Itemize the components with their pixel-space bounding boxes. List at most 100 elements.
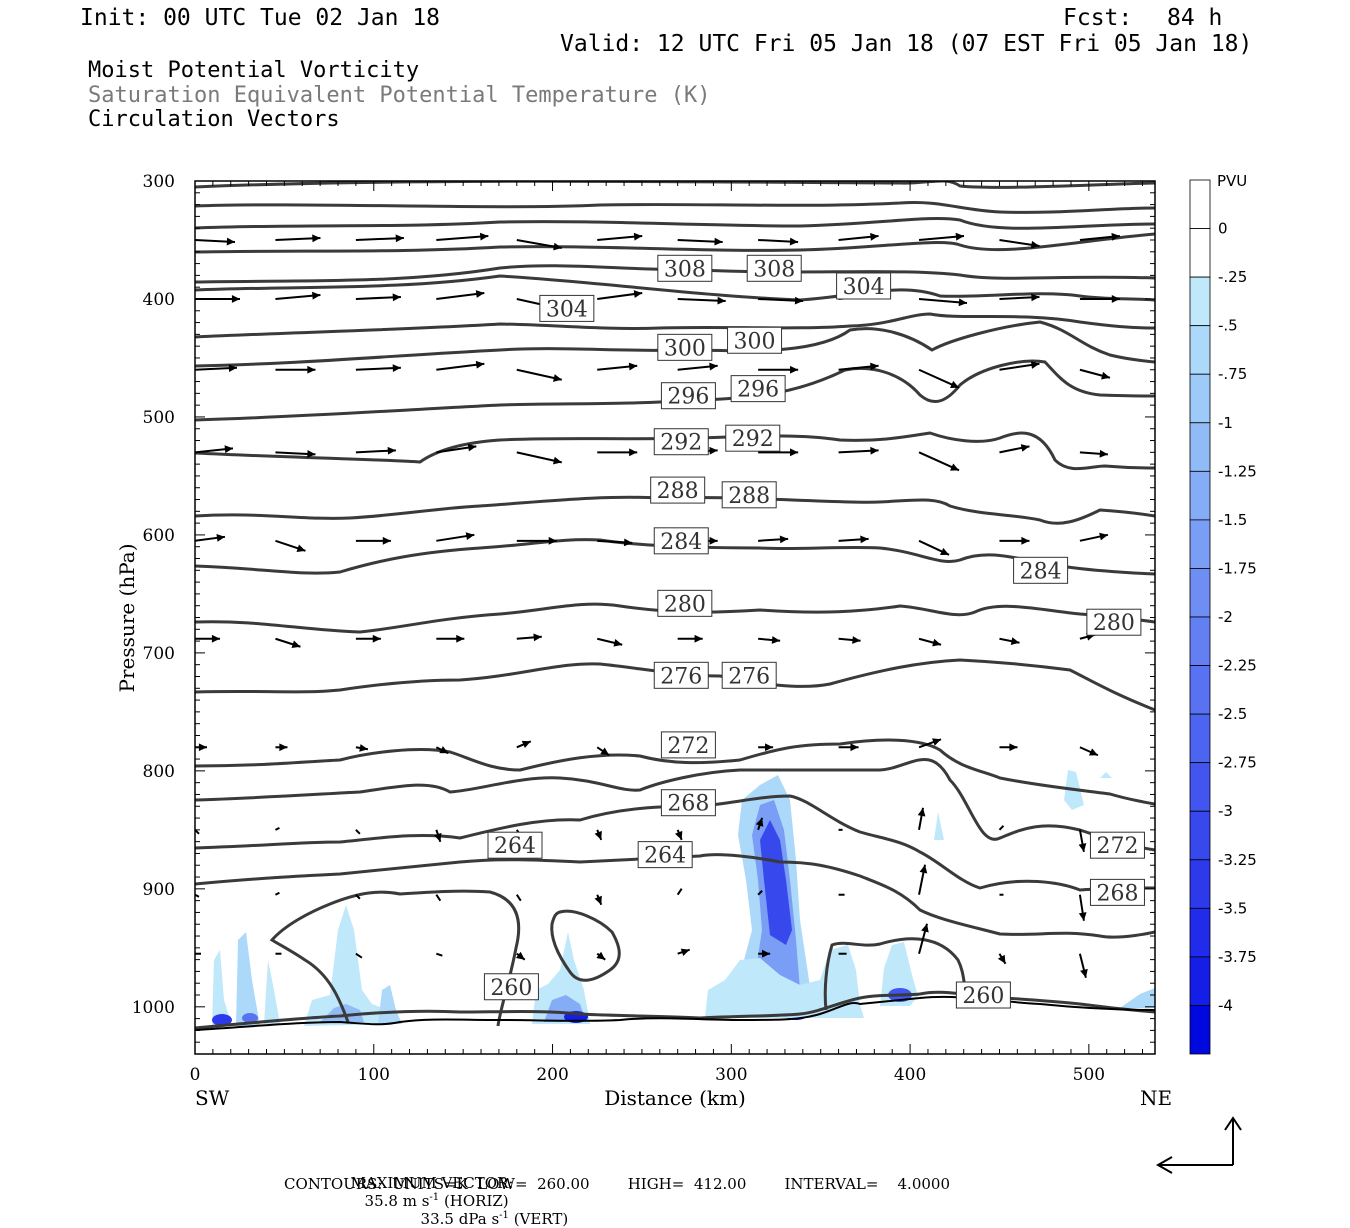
colorbar-swatch bbox=[1189, 228, 1211, 278]
wind-vector bbox=[757, 890, 763, 896]
wind-vector-head bbox=[1078, 912, 1087, 921]
contour-label-box bbox=[1089, 831, 1145, 859]
wind-vector bbox=[435, 894, 442, 902]
colorbar-label: -1.75 bbox=[1218, 559, 1257, 577]
wind-vector-head bbox=[1010, 637, 1020, 645]
axis-labels: 300 400 500 600 700 800 900 1000 0 100 200 300 400 50… bbox=[132, 172, 1105, 1085]
wind-vector-head bbox=[779, 535, 789, 544]
wind-vector-head bbox=[521, 740, 531, 749]
wind-vector-head bbox=[919, 864, 928, 874]
colorbar-label: -1.25 bbox=[1218, 462, 1257, 480]
wind-vector-head bbox=[395, 234, 404, 243]
y-tick-label: 900 bbox=[143, 880, 175, 900]
contour-label: 308 bbox=[664, 257, 706, 282]
contour-label: 288 bbox=[728, 484, 770, 509]
contour-label-box bbox=[657, 333, 713, 361]
y-tick-label: 300 bbox=[143, 172, 175, 192]
wind-vector-head bbox=[1030, 361, 1040, 369]
wind-vector-head bbox=[515, 951, 525, 960]
wind-vector-head bbox=[1009, 743, 1018, 752]
contour-line bbox=[195, 658, 1155, 712]
wind-vector-head bbox=[955, 232, 965, 241]
x-tick-label: 0 bbox=[190, 1065, 201, 1085]
wind-vector-head bbox=[475, 360, 485, 369]
wind-vector-head bbox=[1080, 968, 1088, 978]
contour-line bbox=[195, 320, 1155, 368]
contour-label-box bbox=[721, 481, 777, 509]
pv-left-2 bbox=[236, 932, 260, 1026]
wind-vector-head bbox=[1101, 371, 1110, 380]
wind-vector-head bbox=[387, 446, 396, 455]
contour-line bbox=[195, 217, 1155, 230]
wind-vector-head bbox=[790, 448, 799, 457]
wind-vector-head bbox=[950, 380, 960, 389]
colorbar-swatch bbox=[1189, 907, 1211, 958]
pv-blob-395 bbox=[880, 942, 918, 1006]
wind-vector-head bbox=[211, 634, 220, 643]
wind-vector bbox=[355, 894, 361, 900]
wind-vector-head bbox=[372, 634, 381, 643]
wind-vector-head bbox=[950, 463, 960, 471]
wind-vector-head bbox=[852, 636, 861, 644]
wind-vector-head bbox=[794, 296, 804, 305]
contours-info: CONTOURS: UNITS=K LOW= 260.00 HIGH= 412.… bbox=[284, 1175, 950, 1193]
reference-vector-icon bbox=[1155, 1116, 1242, 1174]
wind-vector-head bbox=[709, 362, 718, 371]
x-tick-label: 400 bbox=[894, 1065, 926, 1085]
colorbar-label: -4 bbox=[1218, 996, 1233, 1014]
wind-vector-head bbox=[600, 747, 610, 756]
x-axis-left-label: SW bbox=[195, 1086, 230, 1110]
pv-blob-410 bbox=[934, 812, 944, 840]
pv-blob-200 bbox=[532, 932, 590, 1024]
contour-line bbox=[195, 758, 1155, 852]
contour-label: 284 bbox=[660, 530, 702, 555]
contour-label: 276 bbox=[728, 664, 770, 689]
wind-vector bbox=[436, 234, 489, 241]
contour-label: 304 bbox=[546, 297, 588, 322]
colorbar-label: -2.5 bbox=[1218, 705, 1247, 723]
pv-blob-right bbox=[1120, 988, 1155, 1008]
contour-label: 292 bbox=[732, 427, 774, 452]
contour-line bbox=[195, 232, 1155, 254]
colorbar-swatch bbox=[1189, 179, 1211, 229]
contour-label-box bbox=[487, 831, 543, 859]
wind-vector bbox=[436, 952, 443, 957]
y-tick-label: 1000 bbox=[132, 998, 175, 1018]
wind-vector bbox=[274, 891, 280, 896]
contour-label: 260 bbox=[962, 984, 1004, 1009]
colorbar-swatch bbox=[1189, 713, 1211, 764]
colorbar-swatch bbox=[1189, 616, 1211, 666]
field-title-theta-es: Saturation Equivalent Potential Temperat… bbox=[88, 83, 711, 108]
pv-left-core bbox=[212, 1014, 232, 1026]
max-vector-horiz: 35.8 m s-1 (HORIZ) bbox=[364, 1192, 509, 1210]
contour-labels: 260 260 264 264 268 268 272 272 276 276 280 280 284 2… bbox=[483, 254, 1145, 1009]
wind-vector-head bbox=[1099, 532, 1108, 541]
wind-vector-head bbox=[279, 743, 288, 752]
contour-label: 268 bbox=[1096, 881, 1138, 906]
wind-vector-head bbox=[932, 738, 942, 746]
wind-vector-head bbox=[680, 948, 690, 956]
wind-vector-head bbox=[762, 949, 771, 958]
wind-vector-head bbox=[359, 744, 368, 752]
contour-label-box bbox=[650, 476, 706, 504]
wind-vector bbox=[676, 888, 683, 896]
contour-line bbox=[195, 431, 1155, 471]
wind-vector-head bbox=[198, 743, 207, 752]
axis-ticks bbox=[194, 180, 1155, 1055]
colorbar-swatch bbox=[1189, 1005, 1211, 1055]
contour-label: 280 bbox=[664, 592, 706, 617]
contour-label-box bbox=[660, 789, 716, 817]
wind-vector-head bbox=[312, 291, 321, 300]
wind-vector-head bbox=[216, 534, 225, 542]
y-tick-label: 400 bbox=[143, 290, 175, 310]
wind-vector-head bbox=[633, 232, 643, 241]
max-vector-vert: 33.5 dPa s-1 (VERT) bbox=[420, 1210, 569, 1228]
contour-label: 268 bbox=[667, 792, 709, 817]
wind-vector-head bbox=[465, 532, 475, 540]
colorbar-label: -.75 bbox=[1218, 365, 1247, 383]
colorbar-label: -3.25 bbox=[1218, 851, 1257, 869]
wind-vector-head bbox=[870, 446, 879, 455]
contour-label-box bbox=[657, 589, 713, 617]
wind-vector-head bbox=[307, 450, 316, 458]
contour-label: 264 bbox=[494, 834, 536, 859]
